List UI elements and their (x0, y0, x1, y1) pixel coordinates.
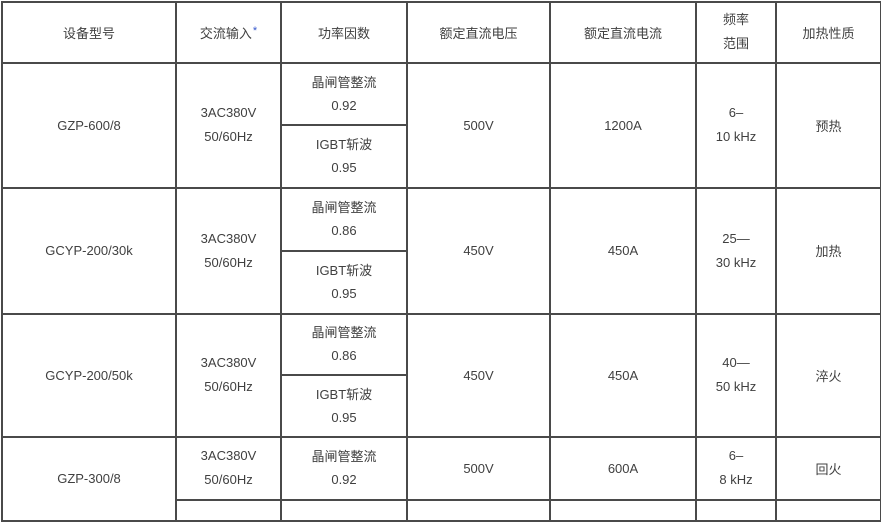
cell-dc-current: 1200A (549, 61, 697, 190)
cell-ac-input: 3AC380V 50/60Hz (175, 435, 282, 501)
table-row: GCYP-200/50k 3AC380V 50/60Hz 晶闸管整流 0.86 … (1, 312, 881, 438)
cell-power-factor-top: 晶闸管整流 0.86 (280, 312, 408, 377)
table-row-sub: IGBT斩波 0.95 (2, 374, 881, 438)
cell-power-factor-top: 晶闸管整流 0.86 (280, 187, 408, 252)
cell-frequency-range: 40— 50 kHz (695, 312, 777, 438)
empty-cell (406, 498, 551, 523)
table-row-sub: IGBT斩波 0.95 (2, 124, 881, 190)
cell-dc-current: 450A (549, 312, 697, 438)
cell-dc-current: 450A (549, 187, 697, 315)
table-row: GZP-300/8 3AC380V 50/60Hz 晶闸管整流 0.92 500… (1, 435, 881, 523)
table-row-sub: IGBT斩波 0.95 (2, 249, 881, 315)
header-rated-dc-current: 额定直流电流 (549, 1, 697, 64)
header-heating-type: 加热性质 (775, 1, 881, 64)
cell-power-factor-top: 晶闸管整流 0.92 (280, 61, 408, 127)
cell-ac-input: 3AC380V 50/60Hz (175, 312, 282, 438)
cell-ac-input: 3AC380V 50/60Hz (175, 61, 282, 190)
empty-cell (175, 498, 282, 523)
header-ac-input: 交流输入* (175, 1, 282, 64)
header-frequency-range: 频率 范围 (695, 1, 777, 64)
cell-model: GCYP-200/30k (1, 187, 177, 315)
cell-power-factor-bottom: IGBT斩波 0.95 (280, 124, 408, 190)
cell-frequency-range: 6– 8 kHz (695, 435, 777, 501)
header-frequency-range-label: 频率 范围 (722, 12, 749, 52)
header-rated-dc-voltage: 额定直流电压 (406, 1, 551, 64)
cell-model: GCYP-200/50k (1, 312, 177, 438)
cell-dc-voltage: 500V (406, 435, 551, 501)
empty-cell (775, 498, 881, 523)
cell-power-factor-top: 晶闸管整流 0.92 (280, 435, 408, 501)
header-ac-input-label: 交流输入 (199, 25, 252, 41)
cell-dc-voltage: 450V (406, 312, 551, 438)
header-power-factor-label: 功率因数 (317, 25, 370, 41)
footnote-asterisk: * (252, 24, 258, 37)
empty-cell (695, 498, 777, 523)
cell-dc-current: 600A (549, 435, 697, 501)
cell-frequency-range: 6– 10 kHz (695, 61, 777, 190)
header-heating-type-label: 加热性质 (802, 25, 855, 41)
header-power-factor: 功率因数 (280, 1, 408, 64)
cell-dc-voltage: 450V (406, 187, 551, 315)
cell-dc-voltage: 500V (406, 61, 551, 190)
cell-heating-type: 淬火 (775, 312, 881, 438)
cell-frequency-range: 25— 30 kHz (695, 187, 777, 315)
table-header-row: 设备型号 交流输入* 功率因数 额定直流电压 额定直流电流 频率 范围 加热性质 (1, 1, 881, 64)
table-row: GZP-600/8 3AC380V 50/60Hz 晶闸管整流 0.92 500… (1, 61, 881, 190)
empty-cell (280, 498, 408, 523)
cell-power-factor-bottom: IGBT斩波 0.95 (280, 249, 408, 315)
cell-power-factor-bottom: IGBT斩波 0.95 (280, 374, 408, 438)
table-row-empty (2, 498, 881, 523)
cell-model: GZP-300/8 (1, 435, 177, 523)
cell-heating-type: 加热 (775, 187, 881, 315)
header-device-model: 设备型号 (1, 1, 177, 64)
cell-heating-type: 预热 (775, 61, 881, 190)
header-rated-dc-voltage-label: 额定直流电压 (439, 25, 518, 41)
cell-model: GZP-600/8 (1, 61, 177, 190)
empty-cell (549, 498, 697, 523)
cell-heating-type: 回火 (775, 435, 881, 501)
header-device-model-label: 设备型号 (62, 25, 115, 41)
table-row: GCYP-200/30k 3AC380V 50/60Hz 晶闸管整流 0.86 … (1, 187, 881, 315)
cell-ac-input: 3AC380V 50/60Hz (175, 187, 282, 315)
header-rated-dc-current-label: 额定直流电流 (583, 25, 662, 41)
